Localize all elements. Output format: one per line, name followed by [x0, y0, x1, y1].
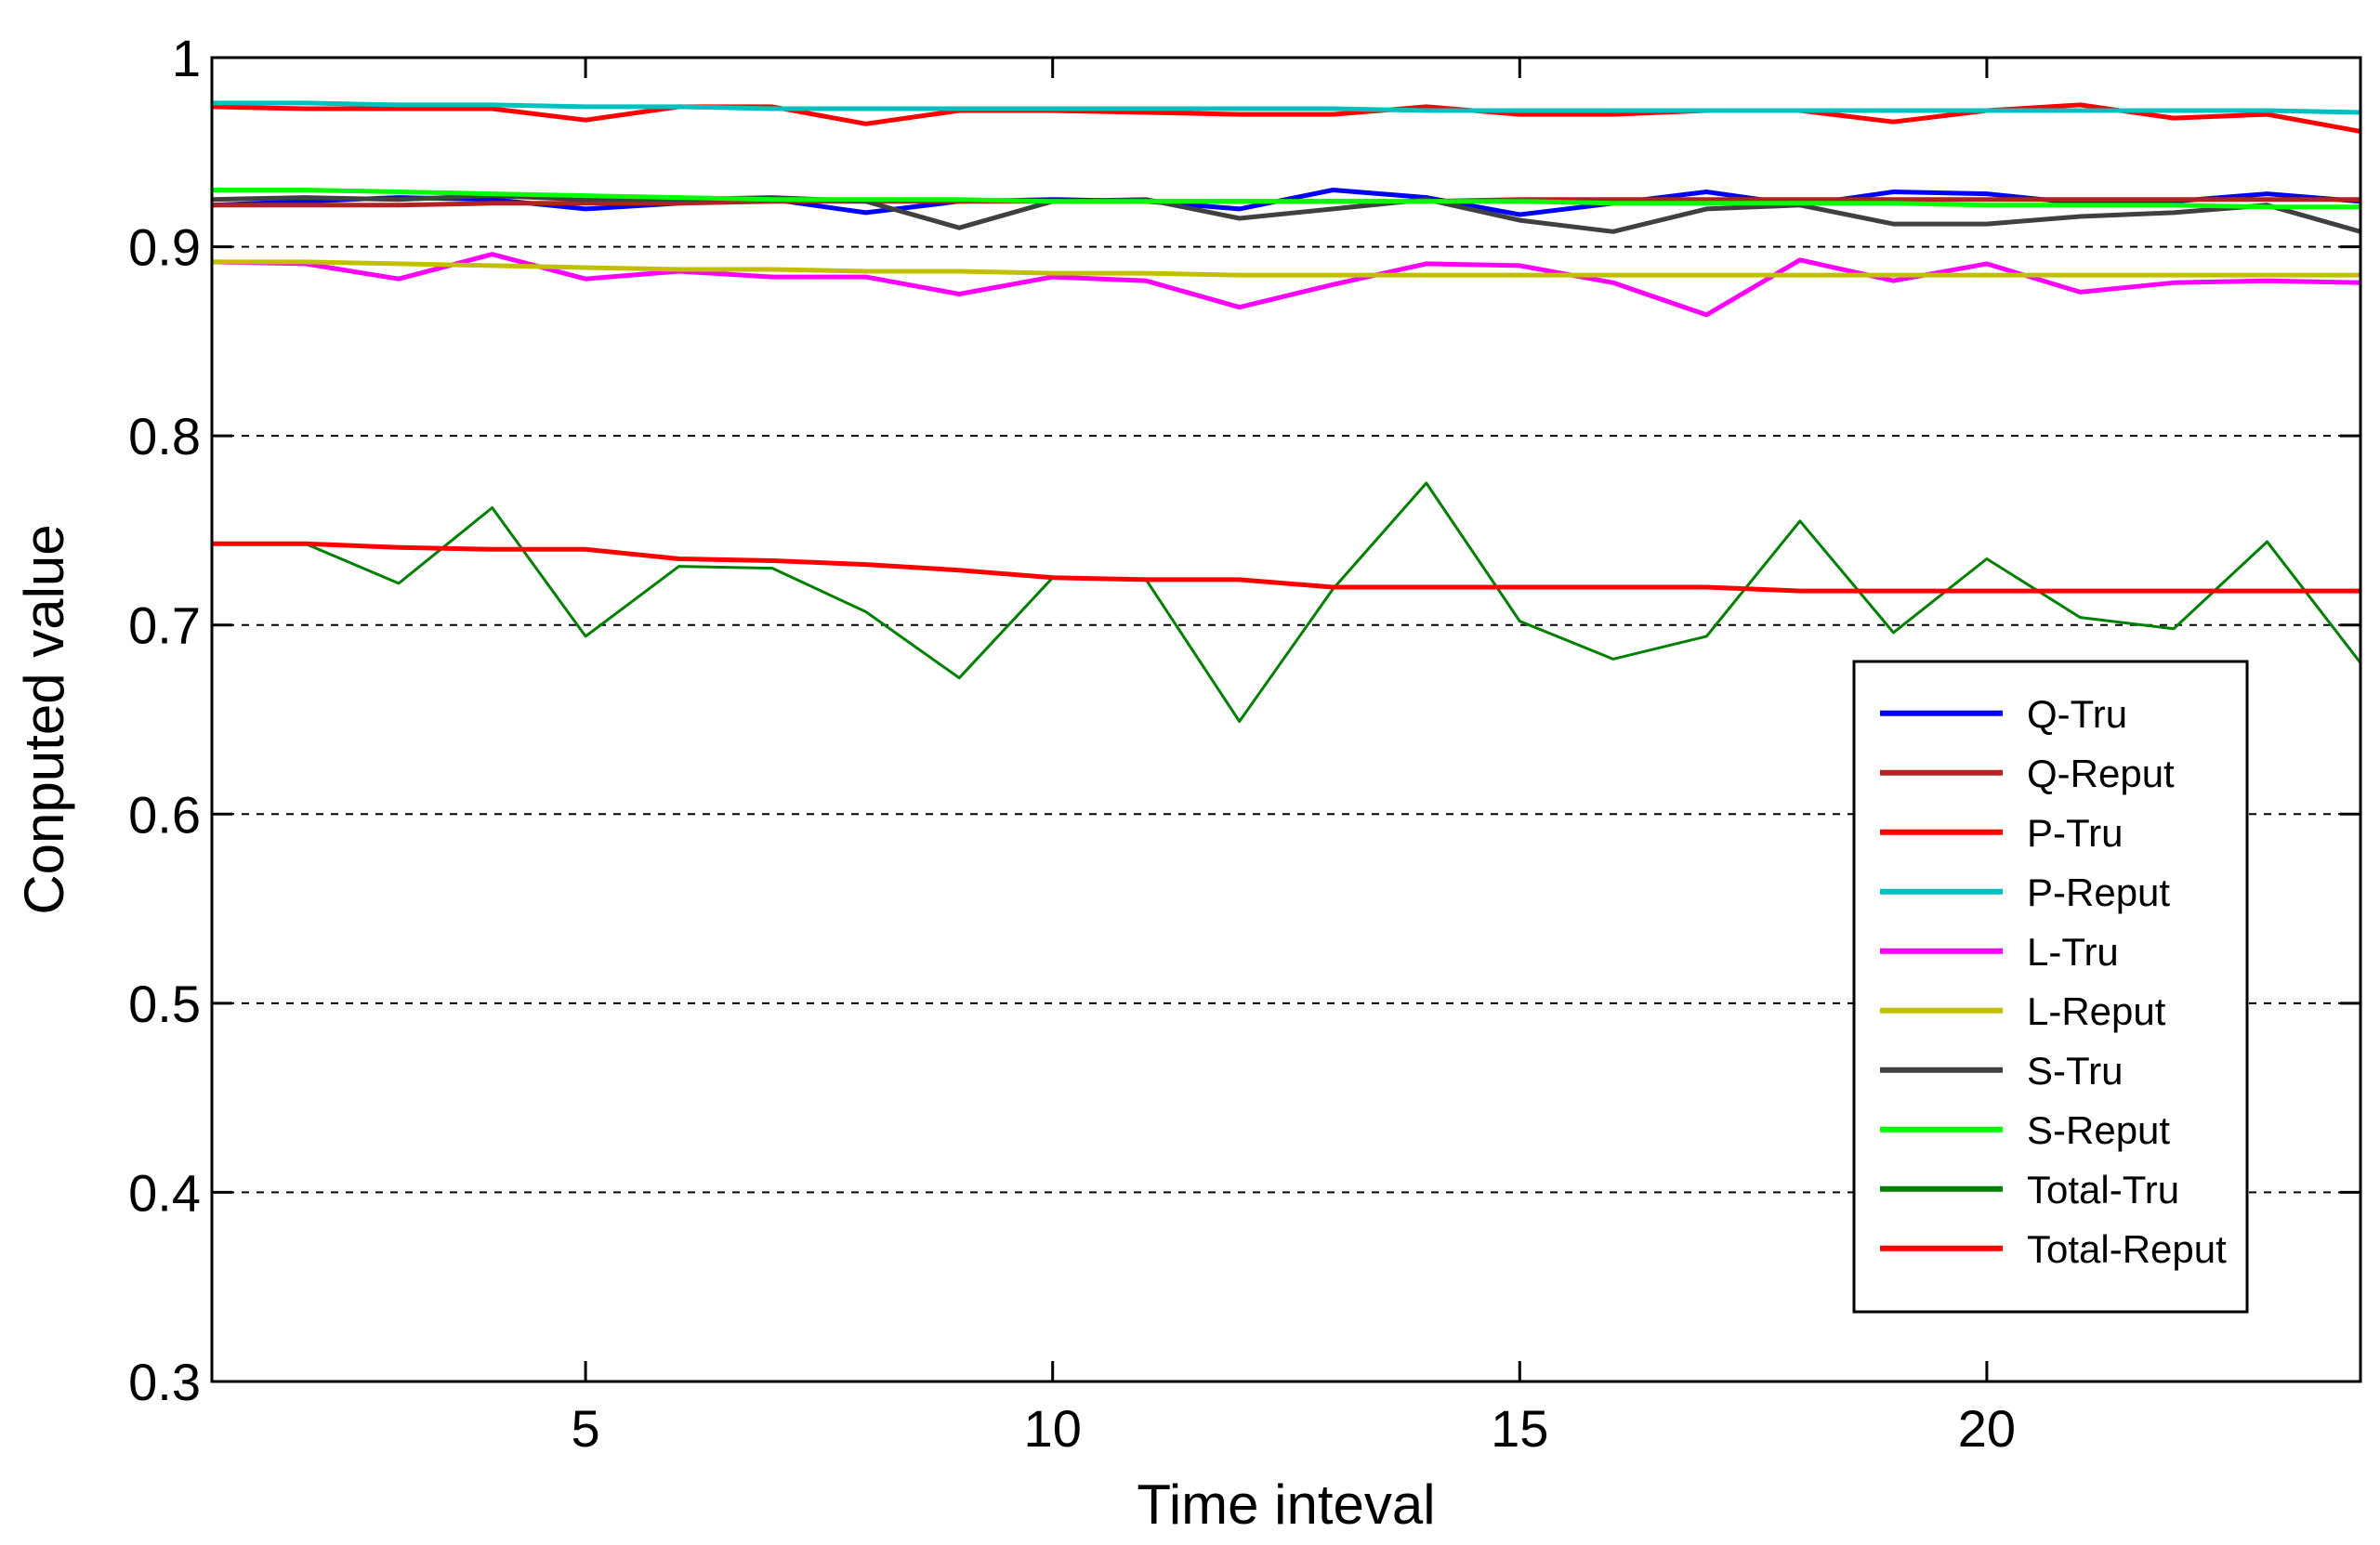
- series-lines: [212, 100, 2360, 723]
- legend-label: P-Tru: [2027, 811, 2123, 855]
- x-tick-label: 10: [1024, 1399, 1082, 1458]
- legend-label: S-Reput: [2027, 1108, 2170, 1152]
- legend-label: P-Reput: [2027, 871, 2170, 914]
- legend-box: [1852, 660, 2249, 1314]
- legend-label: Q-Reput: [2027, 752, 2175, 795]
- legend-label: Total-Tru: [2027, 1168, 2179, 1211]
- legend: Q-Tru Q-Reput P-Tru P-Reput L-Tru L-Reput S-Tr…: [1852, 660, 2249, 1314]
- x-tick-label: 15: [1491, 1399, 1548, 1458]
- x-tick-label: 5: [572, 1399, 600, 1458]
- series-line-s-reput: [212, 188, 2360, 210]
- y-tick-label: 0.9: [128, 218, 201, 277]
- y-tick-label: 0.8: [128, 407, 201, 465]
- series-line-l-reput: [212, 259, 2360, 278]
- legend-label: L-Tru: [2027, 930, 2119, 974]
- y-axis-title: Conputed value: [13, 524, 75, 914]
- y-tick-label: 0.6: [128, 785, 201, 844]
- legend-label: Q-Tru: [2027, 692, 2127, 736]
- y-tick-label: 0.3: [128, 1353, 201, 1411]
- series-line-total-tru: [212, 481, 2360, 723]
- legend-label: S-Tru: [2027, 1049, 2123, 1093]
- legend-label: L-Reput: [2027, 989, 2166, 1033]
- y-tick-label: 0.5: [128, 975, 201, 1033]
- y-tick-label: 0.7: [128, 596, 201, 655]
- y-tick-label: 1: [172, 29, 201, 87]
- x-axis-title: Time inteval: [1137, 1473, 1435, 1536]
- series-line-p-reput: [212, 100, 2360, 115]
- series-line-s-tru: [212, 193, 2360, 234]
- axis-ticks: 0.30.40.50.60.70.80.915 10 15 20: [128, 29, 2360, 1458]
- plot-frame: [210, 56, 2362, 1383]
- grid-lines: [212, 245, 2360, 1194]
- y-tick-label: 0.4: [128, 1163, 201, 1222]
- series-line-total-reput: [212, 541, 2360, 594]
- series-line-l-tru: [212, 252, 2360, 318]
- legend-label: Total-Reput: [2027, 1227, 2227, 1271]
- x-tick-label: 20: [1958, 1399, 2016, 1458]
